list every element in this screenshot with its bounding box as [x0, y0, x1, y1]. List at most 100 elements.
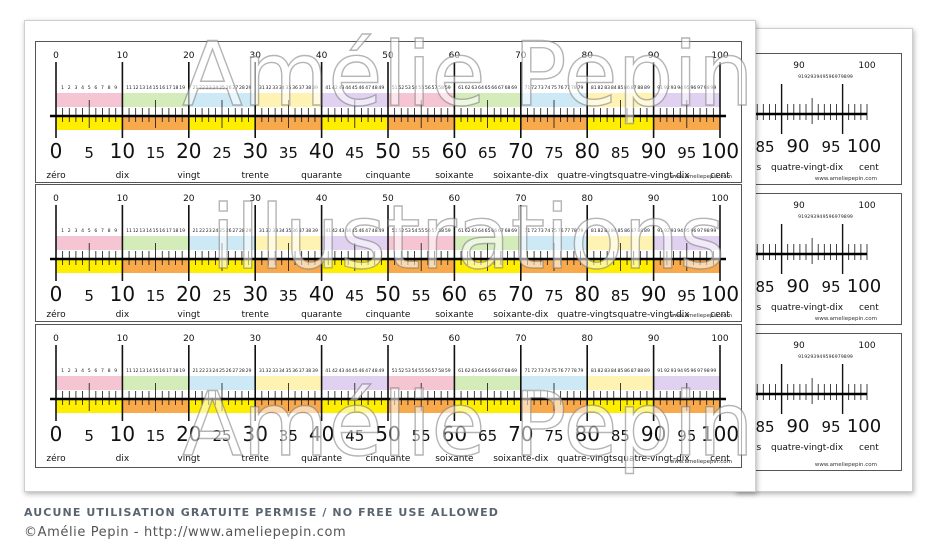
unit-label: 79 — [578, 85, 584, 91]
unit-label: 52 — [398, 228, 404, 234]
five-label: 90 — [641, 422, 666, 446]
ten-label-top: 90 — [793, 341, 805, 351]
unit-label: 38 — [305, 228, 311, 234]
unit-label: 15 — [153, 85, 159, 91]
unit-label: 62 — [465, 368, 471, 374]
unit-label: 98 — [704, 368, 710, 374]
unit-label: 3 — [74, 228, 77, 234]
unit-label: 62 — [465, 228, 471, 234]
five-label: 75 — [544, 287, 563, 305]
ten-label-top: 50 — [382, 51, 394, 61]
unit-label: 49 — [378, 85, 384, 91]
five-label: 30 — [242, 422, 267, 446]
ten-label-top: 90 — [793, 201, 805, 211]
unit-label: 15 — [153, 368, 159, 374]
unit-label: 47 — [365, 85, 371, 91]
five-label: 15 — [146, 287, 165, 305]
unit-label: 9 — [114, 85, 117, 91]
unit-label: 19 — [179, 228, 185, 234]
unit-label: 93 — [810, 214, 816, 220]
number-word: vingt — [177, 310, 200, 320]
five-label: 10 — [110, 422, 135, 446]
five-label: 60 — [442, 282, 467, 306]
ten-label-top: 100 — [858, 61, 875, 71]
unit-label: 96 — [691, 228, 697, 234]
ten-label-top: 20 — [183, 194, 195, 204]
unit-label: 73 — [538, 85, 544, 91]
five-label: 70 — [508, 282, 533, 306]
unit-label: 42 — [332, 368, 338, 374]
unit-label: 96 — [829, 354, 835, 360]
five-label: 100 — [847, 416, 881, 437]
ten-label-top: 50 — [382, 334, 394, 344]
number-word: quatre-vingt-dix — [771, 443, 844, 453]
unit-label: 69 — [511, 368, 517, 374]
unit-label: 69 — [511, 85, 517, 91]
front-sheet: 1 2 3 4 5 6 7 8 9 11 12 13 14 15 16 17 18 19 21 22 23 24 25 26 2… — [24, 20, 756, 492]
unit-label: 84 — [611, 228, 617, 234]
website-label: www.ameliepepin.com — [815, 316, 877, 322]
five-label: 80 — [574, 282, 599, 306]
unit-label: 27 — [232, 368, 238, 374]
five-label: 70 — [508, 139, 533, 163]
copyright-text: ©Amélie Pepin - http://www.ameliepepin.c… — [24, 525, 347, 540]
five-label: 85 — [755, 138, 774, 156]
unit-label: 26 — [226, 85, 232, 91]
ten-label-top: 20 — [183, 334, 195, 344]
five-label: 90 — [641, 139, 666, 163]
unit-label: 68 — [505, 85, 511, 91]
unit-label: 69 — [511, 228, 517, 234]
five-label: 100 — [847, 136, 881, 157]
unit-label: 31 — [259, 368, 265, 374]
five-label: 40 — [309, 282, 334, 306]
unit-label: 97 — [697, 368, 703, 374]
unit-label: 22 — [199, 368, 205, 374]
five-label: 0 — [50, 282, 63, 306]
number-word: cent — [859, 443, 879, 453]
unit-label: 92 — [804, 214, 810, 220]
number-word: cent — [710, 454, 730, 464]
five-label: 15 — [146, 427, 165, 445]
unit-label: 95 — [684, 85, 690, 91]
unit-label: 77 — [564, 85, 570, 91]
unit-label: 99 — [710, 85, 716, 91]
unit-label: 48 — [372, 368, 378, 374]
five-label: 20 — [176, 139, 201, 163]
unit-label: 73 — [538, 368, 544, 374]
unit-label: 7 — [101, 85, 104, 91]
unit-label: 45 — [352, 85, 358, 91]
unit-label: 83 — [604, 228, 610, 234]
five-label: 90 — [787, 136, 810, 157]
ruler-strip: 1 2 3 4 5 6 7 8 9 11 12 13 14 15 16 17 18 19 21 22 23 24 25 26 2… — [35, 41, 742, 183]
unit-label: 95 — [823, 74, 829, 80]
unit-label: 24 — [212, 368, 218, 374]
unit-label: 76 — [558, 85, 564, 91]
unit-label: 93 — [810, 74, 816, 80]
back-ruler-strip: 91929394959697989990100859095100ingtsqua… — [740, 53, 902, 185]
unit-label: 43 — [339, 85, 345, 91]
website-label: www.ameliepepin.com — [670, 313, 732, 319]
unit-label: 17 — [166, 228, 172, 234]
unit-label: 58 — [438, 228, 444, 234]
number-word: cinquante — [366, 171, 411, 181]
unit-label: 54 — [412, 85, 418, 91]
unit-label: 55 — [418, 228, 424, 234]
unit-label: 33 — [272, 228, 278, 234]
five-label: 45 — [345, 144, 364, 162]
number-word: quatre-vingt-dix — [618, 310, 691, 320]
unit-label: 48 — [372, 85, 378, 91]
five-label: 20 — [176, 282, 201, 306]
unit-label: 87 — [631, 85, 637, 91]
unit-label: 46 — [359, 85, 365, 91]
unit-label: 2 — [68, 368, 71, 374]
five-label: 95 — [677, 287, 696, 305]
watermark-line-3: Amélie Pepin — [182, 373, 753, 476]
unit-label: 88 — [637, 228, 643, 234]
five-label: 65 — [478, 427, 497, 445]
unit-label: 97 — [835, 214, 841, 220]
unit-label: 58 — [438, 85, 444, 91]
watermark-line-2: illustrations — [211, 186, 725, 289]
unit-label: 25 — [219, 368, 225, 374]
five-label: 90 — [787, 276, 810, 297]
